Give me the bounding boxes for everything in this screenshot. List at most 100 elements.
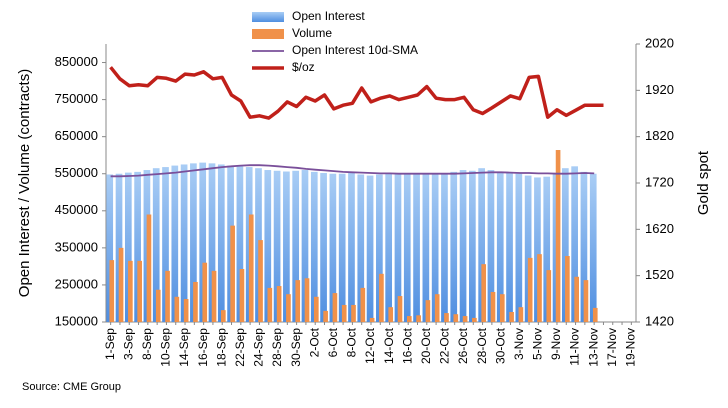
- volume-bar: [165, 270, 170, 322]
- open-interest-bar: [571, 166, 578, 322]
- x-tick-label: 2-Oct: [307, 327, 321, 357]
- volume-bar: [537, 254, 542, 322]
- volume-bar: [267, 287, 273, 322]
- x-tick-label: 30-Sep: [289, 328, 303, 367]
- volume-bar: [193, 281, 198, 322]
- source-note: Source: CME Group: [22, 381, 121, 393]
- volume-bar: [592, 307, 598, 322]
- volume-bar: [230, 225, 235, 322]
- volume-bar: [453, 314, 459, 322]
- volume-bar: [509, 311, 514, 322]
- x-tick-label: 14-Sep: [177, 328, 191, 367]
- legend-label: Open Interest 10d-SMA: [292, 43, 418, 57]
- volume-bar: [221, 310, 226, 322]
- open-interest-bar: [301, 170, 309, 322]
- volume-bar: [388, 307, 394, 322]
- y-tick-label: 250000: [55, 276, 98, 291]
- volume-bar: [490, 291, 496, 322]
- legend-label: Volume: [292, 26, 332, 40]
- volume-bar: [128, 260, 133, 322]
- legend-swatch: [252, 12, 284, 22]
- volume-bar: [239, 268, 245, 322]
- open-interest-bar: [283, 171, 290, 322]
- volume-bar: [146, 214, 152, 322]
- volume-bar: [565, 256, 570, 322]
- x-tick-label: 20-Oct: [419, 327, 433, 364]
- y-axis-title: Open Interest / Volume (contracts): [16, 69, 33, 297]
- y-tick-label: 750000: [55, 91, 98, 106]
- volume-bar: [583, 280, 589, 322]
- open-interest-bar: [180, 164, 188, 322]
- volume-bar: [341, 304, 347, 322]
- x-tick-label: 22-Sep: [233, 328, 247, 367]
- y2-tick-label: 1420: [645, 313, 674, 328]
- x-tick-label: 12-Oct: [363, 327, 377, 364]
- volume-bar: [425, 300, 431, 322]
- volume-bar: [174, 296, 180, 322]
- x-tick-label: 8-Oct: [345, 327, 359, 357]
- open-interest-bar: [506, 172, 513, 322]
- x-tick-label: 8-Sep: [140, 328, 154, 360]
- open-interest-bar: [580, 171, 588, 322]
- open-interest-bar: [236, 166, 244, 322]
- y-tick-label: 450000: [55, 202, 98, 217]
- open-interest-bar: [152, 168, 160, 322]
- volume-bar: [137, 260, 142, 322]
- y-tick-label: 350000: [55, 239, 98, 254]
- volume-bar: [434, 294, 440, 322]
- open-interest-bar: [431, 174, 439, 322]
- volume-bar: [546, 270, 552, 322]
- volume-bar: [481, 264, 487, 322]
- volume-bar: [397, 296, 403, 322]
- x-tick-label: 11-Nov: [568, 328, 582, 366]
- open-interest-bar: [376, 174, 383, 322]
- x-tick-label: 24-Sep: [252, 328, 266, 367]
- x-tick-label: 9-Nov: [549, 328, 563, 360]
- open-interest-bar: [441, 173, 448, 322]
- volume-bar: [211, 270, 217, 322]
- open-interest-bar: [338, 173, 346, 322]
- legend-swatch: [252, 29, 284, 39]
- open-interest-bar: [459, 170, 467, 322]
- volume-bar: [248, 214, 254, 322]
- open-interest-bar: [329, 173, 337, 322]
- volume-bar: [472, 317, 477, 322]
- sma-line: [110, 164, 595, 178]
- x-tick-label: 22-Oct: [438, 327, 452, 364]
- volume-bar: [555, 150, 561, 322]
- open-interest-bar: [385, 173, 393, 322]
- x-tick-label: 17-Nov: [605, 328, 619, 367]
- open-interest-bar: [106, 174, 114, 322]
- open-interest-bar: [496, 171, 504, 322]
- open-interest-bar: [515, 173, 523, 322]
- legend-label: Open Interest: [292, 9, 365, 23]
- open-interest-bar: [534, 177, 541, 322]
- volume-bar: [286, 294, 291, 322]
- open-interest-bar: [561, 168, 569, 322]
- volume-bar: [323, 310, 328, 322]
- y2-tick-label: 1720: [645, 174, 674, 189]
- y2-tick-label: 1920: [645, 82, 674, 97]
- y-tick-label: 550000: [55, 165, 98, 180]
- x-tick-label: 5-Nov: [531, 328, 545, 360]
- x-tick-label: 16-Oct: [400, 327, 414, 364]
- volume-bar: [155, 289, 161, 322]
- y-tick-label: 650000: [55, 128, 98, 143]
- volume-bar: [379, 273, 384, 322]
- volume-bar: [527, 257, 533, 322]
- open-interest-bar: [292, 170, 300, 322]
- open-interest-bar: [273, 170, 281, 322]
- x-tick-label: 3-Nov: [512, 328, 526, 360]
- open-interest-bar: [543, 176, 551, 322]
- volume-bar: [369, 317, 375, 322]
- y-tick-label: 150000: [55, 313, 98, 328]
- open-interest-bar: [134, 171, 141, 322]
- y2-tick-label: 1620: [645, 221, 674, 236]
- volume-bar: [360, 287, 366, 322]
- open-interest-bar: [190, 163, 197, 322]
- open-interest-bar: [487, 170, 495, 322]
- open-interest-bar: [478, 168, 485, 322]
- open-interest-bar: [208, 163, 216, 322]
- volume-bar: [416, 315, 421, 322]
